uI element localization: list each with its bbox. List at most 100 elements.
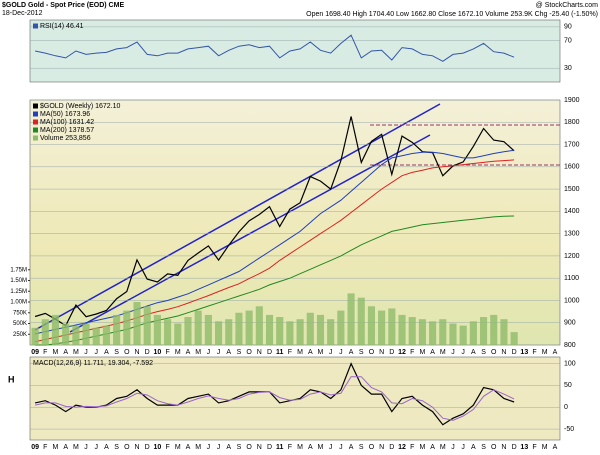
x-tick-label: O	[124, 349, 130, 356]
x-tick-label: F	[532, 349, 536, 356]
x-tick-label: J	[451, 444, 455, 450]
volume-bar	[367, 306, 376, 345]
y-tick-label: 1700	[564, 141, 580, 148]
volume-bar	[113, 314, 121, 345]
volume-bar	[123, 310, 131, 345]
x-tick-label: J	[451, 349, 455, 356]
volume-bar	[510, 332, 518, 345]
x-tick-label: A	[104, 349, 109, 356]
x-tick-label: J	[95, 349, 99, 356]
x-tick-label: A	[430, 349, 435, 356]
x-tick-label: M	[73, 444, 79, 450]
x-tick-label: J	[84, 349, 88, 356]
volume-bar	[429, 321, 437, 345]
y-tick-label: 90	[564, 24, 572, 31]
x-tick-label: 09	[31, 349, 39, 356]
x-tick-label: M	[73, 349, 79, 356]
quote: Open 1698.40 High 1704.40 Low 1662.80 Cl…	[306, 11, 598, 18]
y-tick-label: 1100	[564, 275, 579, 282]
x-tick-label: F	[43, 349, 47, 356]
x-tick-label: 12	[398, 349, 406, 356]
x-tick-label: F	[532, 444, 536, 450]
volume-bar	[327, 319, 335, 345]
volume-bar	[204, 314, 212, 345]
x-tick-label: O	[491, 444, 497, 450]
legend-entry: MA(200) 1378.57	[40, 127, 94, 134]
x-tick-label: N	[134, 444, 139, 450]
volume-bar	[337, 310, 345, 345]
x-tick-label: A	[553, 444, 558, 450]
x-tick-label: J	[84, 444, 88, 450]
x-tick-label: M	[318, 444, 324, 450]
x-tick-label: S	[481, 349, 486, 356]
volume-bar	[51, 314, 60, 345]
volume-bar	[92, 327, 100, 345]
y-tick-label: 1000	[564, 297, 580, 304]
legend-entry: $GOLD (Weekly) 1672.10	[40, 103, 121, 110]
volume-bar	[41, 319, 49, 345]
y-tick-label: 70	[564, 38, 572, 45]
y-tick-label: 1800	[564, 119, 580, 126]
volume-bar	[62, 323, 70, 345]
y2-tick-label: 1.50M	[10, 278, 27, 284]
volume-bar	[408, 317, 416, 345]
x-tick-label: J	[339, 444, 343, 450]
y-tick-label: 0	[564, 404, 568, 411]
volume-bar	[265, 314, 274, 345]
legend-entry: MA(50) 1673.96	[40, 111, 90, 118]
x-tick-label: J	[329, 444, 333, 450]
x-tick-label: A	[63, 349, 68, 356]
x-tick-label: J	[217, 349, 221, 356]
x-tick-label: N	[501, 444, 506, 450]
volume-bar	[133, 302, 141, 345]
x-tick-label: M	[175, 444, 181, 450]
x-tick-label: N	[257, 349, 262, 356]
volume-bar	[469, 321, 477, 345]
x-tick-label: O	[369, 444, 375, 450]
volume-bar	[357, 297, 365, 345]
x-tick-label: A	[308, 349, 313, 356]
h-mark: H	[8, 374, 15, 384]
x-tick-label: S	[237, 349, 242, 356]
volume-bar	[296, 319, 304, 345]
x-tick-label: J	[95, 444, 99, 450]
legend-swatch	[33, 111, 38, 117]
y-tick-label: 1200	[564, 253, 580, 260]
x-tick-label: J	[207, 349, 211, 356]
volume-bar	[276, 317, 284, 345]
x-tick-label: A	[349, 444, 354, 450]
x-tick-label: F	[165, 444, 169, 450]
y-tick-label: 1900	[564, 97, 580, 104]
y-tick-label: 100	[564, 360, 576, 367]
y-tick-label: 800	[564, 342, 576, 349]
volume-bar	[72, 325, 80, 345]
volume-bar	[479, 317, 488, 345]
volume-bar	[214, 321, 223, 345]
series-line	[34, 34, 515, 62]
x-tick-label: A	[63, 444, 68, 450]
source: @ StockCharts.com	[536, 2, 599, 9]
volume-bar	[153, 314, 161, 345]
x-tick-label: A	[226, 444, 231, 450]
volume-bar	[235, 312, 243, 345]
x-tick-label: O	[246, 349, 252, 356]
legend-entry: MA(100) 1631.42	[40, 119, 94, 126]
series-line	[34, 116, 515, 327]
y-tick-label: 50	[564, 382, 572, 389]
x-tick-label: J	[461, 444, 465, 450]
x-tick-label: O	[246, 444, 252, 450]
x-tick-label: M	[297, 444, 303, 450]
x-tick-label: A	[308, 444, 313, 450]
x-tick-label: M	[195, 349, 201, 356]
volume-bar	[347, 293, 355, 345]
x-tick-label: A	[104, 444, 109, 450]
x-tick-label: J	[217, 444, 221, 450]
volume-bar	[174, 323, 182, 345]
rsi-panel	[29, 19, 561, 83]
x-tick-label: N	[134, 349, 139, 356]
x-tick-label: F	[165, 349, 169, 356]
x-tick-label: F	[410, 349, 414, 356]
legend-swatch	[33, 23, 38, 29]
x-tick-label: F	[410, 444, 414, 450]
